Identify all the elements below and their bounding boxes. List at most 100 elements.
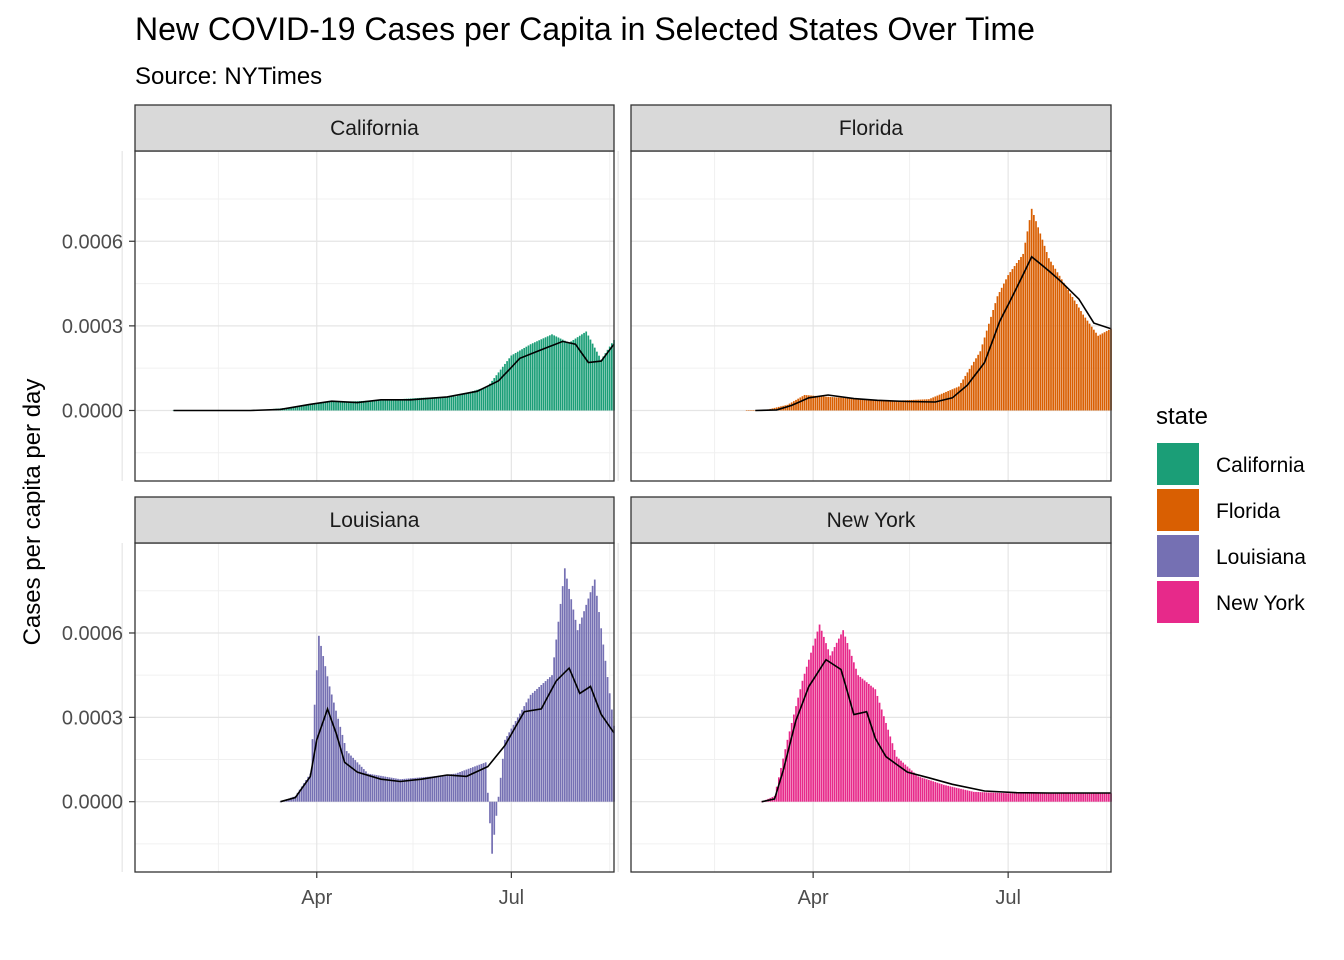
bar [799, 689, 802, 802]
y-tick-label: 0.0000 [62, 792, 123, 814]
bar [1015, 263, 1018, 411]
bar [1099, 334, 1102, 411]
bar [1090, 792, 1093, 802]
bar [538, 686, 541, 802]
bar [964, 789, 967, 802]
bar [988, 323, 990, 411]
bar [1060, 792, 1063, 802]
bar [561, 586, 564, 802]
bar [486, 386, 489, 411]
bar [938, 394, 941, 411]
bar [889, 400, 892, 411]
bar [566, 341, 568, 411]
bar [386, 776, 389, 802]
bar [418, 777, 421, 802]
bar [1063, 282, 1065, 411]
bar [960, 788, 962, 802]
bar [395, 399, 397, 411]
bar [491, 380, 493, 411]
legend-key [1157, 443, 1199, 485]
bar [752, 410, 754, 411]
bar [887, 400, 889, 411]
bar [846, 643, 849, 802]
panel-louisiana: Louisiana 0.0000 0.0003 0.0006 Apr Jul [62, 496, 615, 909]
bar [786, 404, 789, 411]
bar [923, 778, 926, 802]
bar [384, 399, 387, 411]
bar [1009, 793, 1012, 802]
bar [339, 401, 342, 411]
bar [975, 358, 977, 411]
bar [891, 400, 894, 411]
legend-key [1157, 489, 1199, 531]
bar [292, 407, 295, 411]
bar [489, 383, 491, 411]
bar [362, 769, 365, 802]
bar [1078, 307, 1080, 411]
bar [863, 680, 866, 802]
bar [326, 401, 329, 411]
y-axis-label: Cases per capita per day [19, 379, 46, 646]
bar [844, 636, 847, 802]
bar [600, 359, 603, 411]
bar [748, 410, 750, 411]
bar [1075, 792, 1078, 802]
bar [472, 767, 474, 802]
bar [992, 310, 994, 411]
bar [572, 609, 575, 802]
bar [808, 395, 810, 411]
bar [403, 398, 406, 411]
bar [928, 399, 930, 411]
bar [1018, 793, 1020, 802]
bar [938, 783, 941, 802]
bar [380, 400, 382, 411]
bar [970, 791, 973, 802]
bar [750, 410, 752, 411]
bar [1000, 287, 1003, 411]
bar [818, 396, 821, 411]
bar [510, 728, 513, 802]
bar [375, 775, 378, 802]
bar [818, 624, 821, 802]
bar [472, 391, 474, 411]
bar [501, 366, 504, 411]
bar [1071, 296, 1074, 411]
bar [829, 396, 832, 411]
bar [439, 397, 442, 411]
bar [1065, 286, 1067, 411]
bar [925, 399, 928, 411]
bar [469, 391, 472, 411]
bar [868, 399, 870, 411]
bar [465, 393, 468, 411]
bar [947, 785, 949, 802]
bar [405, 778, 408, 802]
bar [474, 766, 476, 802]
bar [1088, 323, 1091, 411]
bar [294, 796, 297, 802]
bar [405, 398, 408, 411]
bar [395, 778, 397, 802]
bar [949, 390, 952, 411]
bar [1052, 265, 1054, 411]
bar [536, 688, 538, 802]
bar [525, 702, 528, 802]
bar [833, 397, 836, 411]
bar [1050, 261, 1052, 411]
bar [465, 769, 468, 802]
bar [593, 347, 596, 411]
bar [307, 776, 310, 802]
bar [578, 623, 581, 802]
bar [908, 400, 911, 411]
bar [548, 335, 551, 411]
bar [446, 396, 449, 411]
bar [1013, 266, 1016, 411]
bar [795, 706, 797, 802]
bar [358, 764, 361, 802]
bar [805, 666, 808, 802]
bar [868, 683, 870, 802]
bar [977, 792, 979, 802]
bar [1007, 275, 1009, 411]
bar [510, 355, 513, 411]
bar [887, 729, 889, 802]
bar [953, 787, 956, 802]
